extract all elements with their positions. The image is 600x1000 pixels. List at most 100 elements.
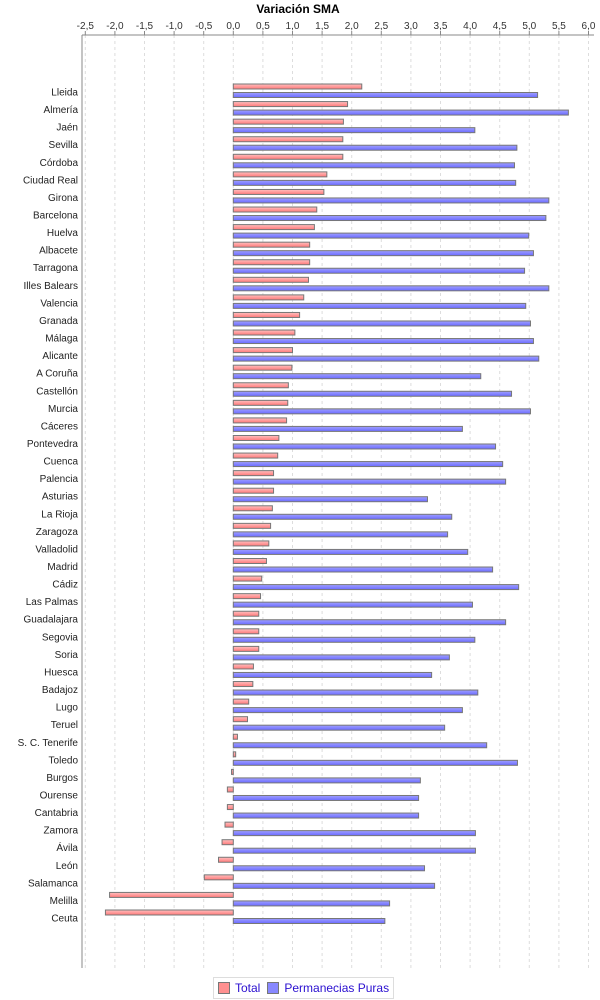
x-tick-label: 4,0 xyxy=(463,21,477,32)
category-label: Sevilla xyxy=(49,140,79,151)
category-label: S. C. Tenerife xyxy=(18,738,79,749)
bar-total xyxy=(232,294,305,301)
category-label: Huesca xyxy=(44,667,78,678)
bar-total xyxy=(224,821,234,828)
bar-total xyxy=(109,891,234,898)
bar-permanecias-puras xyxy=(232,865,426,872)
bar-total xyxy=(232,311,301,318)
bar-permanecias-puras xyxy=(232,671,433,678)
bar-permanecias-puras xyxy=(232,707,463,714)
bar-total xyxy=(232,733,238,740)
bar-total xyxy=(218,856,234,863)
bar-total xyxy=(232,487,275,494)
bar-total xyxy=(231,768,234,775)
legend: Total Permanecias Puras xyxy=(213,977,395,999)
category-label: Cáceres xyxy=(41,421,78,432)
bar-total xyxy=(232,224,315,231)
category-label: A Coruña xyxy=(36,369,78,380)
category-label: Málaga xyxy=(45,334,78,345)
category-label: Salamanca xyxy=(28,878,78,889)
bar-total xyxy=(232,716,249,723)
bar-permanecias-puras xyxy=(232,320,531,327)
category-label: Las Palmas xyxy=(26,597,78,608)
category-label: Huelva xyxy=(47,228,79,239)
category-label: Castellón xyxy=(36,386,78,397)
bar-total xyxy=(232,118,344,125)
bar-permanecias-puras xyxy=(232,636,476,643)
bar-total xyxy=(232,417,288,424)
bar-permanecias-puras xyxy=(232,285,550,292)
bar-permanecias-puras xyxy=(232,197,550,204)
bar-permanecias-puras xyxy=(232,566,494,573)
category-label: Girona xyxy=(48,193,78,204)
bar-total xyxy=(232,101,349,108)
bar-permanecias-puras xyxy=(232,513,453,520)
x-tick-label: 1,0 xyxy=(286,21,300,32)
bar-permanecias-puras xyxy=(232,584,520,591)
bar-permanecias-puras xyxy=(232,830,476,837)
category-label: Soria xyxy=(55,650,79,661)
bar-total xyxy=(232,470,275,477)
x-tick-label: 5,0 xyxy=(522,21,536,32)
bar-permanecias-puras xyxy=(232,390,513,397)
category-label: Illes Balears xyxy=(24,281,78,292)
x-tick-label: 2,0 xyxy=(345,21,359,32)
category-label: Jaén xyxy=(56,123,78,134)
x-tick-label: 0,0 xyxy=(226,21,240,32)
x-tick-label: 3,5 xyxy=(434,21,448,32)
bar-permanecias-puras xyxy=(232,302,527,309)
bar-permanecias-puras xyxy=(232,92,539,98)
bar-total xyxy=(232,681,254,688)
category-label: Melilla xyxy=(50,896,79,907)
category-label: Tarragona xyxy=(33,263,78,274)
x-tick-label: 2,5 xyxy=(374,21,388,32)
category-label: Cantabria xyxy=(35,808,79,819)
category-label: Palencia xyxy=(40,474,79,485)
y-axis: Lleida Almería Jaén Sevilla Córdoba Ciudad Re… xyxy=(18,88,79,925)
bar-total xyxy=(232,259,311,266)
bar-total xyxy=(232,83,363,90)
bar-permanecias-puras xyxy=(232,127,476,134)
category-label: Zaragoza xyxy=(36,527,79,538)
bar-permanecias-puras xyxy=(232,443,497,450)
category-label: Ceuta xyxy=(51,914,78,925)
bar-total xyxy=(226,786,234,793)
bar-total xyxy=(232,188,325,195)
bar-permanecias-puras xyxy=(232,531,449,538)
legend-swatch-permanecias-puras xyxy=(267,982,280,994)
bar-permanecias-puras xyxy=(232,461,504,468)
bar-permanecias-puras xyxy=(232,232,530,239)
bar-total xyxy=(232,698,250,705)
bar-total xyxy=(232,153,344,160)
category-label: León xyxy=(56,861,78,872)
bar-permanecias-puras xyxy=(232,742,488,749)
category-label: Cuenca xyxy=(44,457,79,468)
bar-permanecias-puras xyxy=(232,777,421,784)
bar-total xyxy=(232,575,263,582)
category-label: Murcia xyxy=(48,404,78,415)
x-tick-label: 3,0 xyxy=(404,21,418,32)
x-tick-label: -2,5 xyxy=(77,21,95,32)
category-label: Teruel xyxy=(51,720,78,731)
bar-permanecias-puras xyxy=(232,918,386,924)
bar-permanecias-puras xyxy=(232,267,526,274)
bar-total xyxy=(221,839,234,846)
bar-permanecias-puras xyxy=(232,654,450,661)
x-axis: -2,5 -2,0 -1,5 -1,0 -0,5 0,0 0,5 1,0 1,5 2,0 2,5 3,… xyxy=(77,21,596,35)
x-tick-label: -1,0 xyxy=(165,21,183,32)
bar-permanecias-puras xyxy=(232,619,507,626)
bar-permanecias-puras xyxy=(232,355,540,362)
bar-permanecias-puras xyxy=(232,724,446,731)
bar-permanecias-puras xyxy=(232,759,518,766)
bar-total xyxy=(232,136,344,143)
bar-total xyxy=(232,434,280,441)
category-label: Toledo xyxy=(49,755,79,766)
bar-total xyxy=(232,751,237,758)
bar-permanecias-puras xyxy=(232,109,569,116)
category-label: Cádiz xyxy=(52,580,78,591)
category-label: Valencia xyxy=(40,298,78,309)
bar-total xyxy=(232,628,260,635)
category-label: Madrid xyxy=(47,562,78,573)
bar-permanecias-puras xyxy=(232,425,463,432)
